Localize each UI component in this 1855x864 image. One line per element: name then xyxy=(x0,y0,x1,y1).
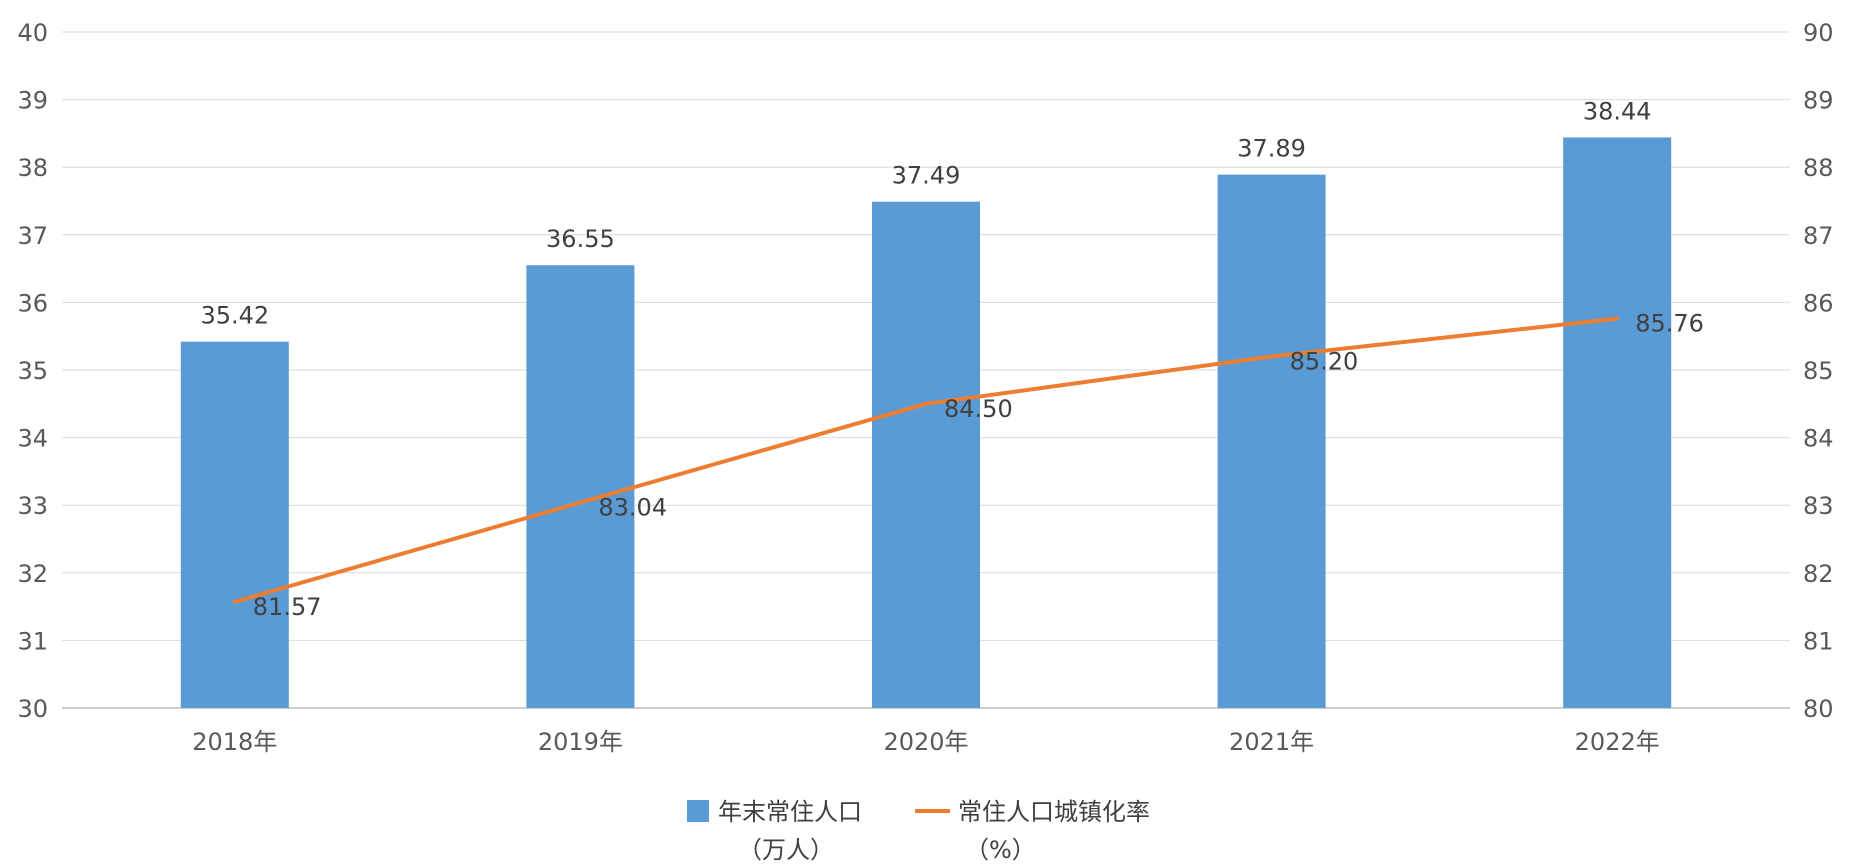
bar-data-labels: 35.42 36.55 37.49 37.89 38.44 xyxy=(200,97,1651,329)
legend-bar-label-line2: （万人） xyxy=(738,836,834,864)
x-category-label: 2019年 xyxy=(538,728,623,756)
line-data-label: 85.76 xyxy=(1635,310,1704,338)
line-series xyxy=(232,316,1620,604)
right-tick-label: 89 xyxy=(1803,87,1834,115)
bar xyxy=(526,265,635,708)
line-data-label: 83.04 xyxy=(598,493,667,521)
bar xyxy=(180,341,289,708)
right-tick-label: 86 xyxy=(1803,289,1834,317)
left-axis-ticks: 30 31 32 33 34 35 36 37 38 39 40 xyxy=(17,19,48,723)
left-tick-label: 39 xyxy=(17,87,48,115)
line-data-label: 85.20 xyxy=(1290,347,1359,375)
legend-line-label-line2: （%） xyxy=(965,836,1036,864)
left-tick-label: 34 xyxy=(17,425,48,453)
left-tick-label: 40 xyxy=(17,19,48,47)
bar xyxy=(1217,174,1326,709)
right-tick-label: 83 xyxy=(1803,492,1834,520)
right-tick-label: 82 xyxy=(1803,560,1834,588)
x-axis-categories: 2018年 2019年 2020年 2021年 2022年 xyxy=(192,728,1659,756)
right-tick-label: 87 xyxy=(1803,222,1834,250)
left-tick-label: 30 xyxy=(17,695,48,723)
right-tick-label: 90 xyxy=(1803,19,1834,47)
left-tick-label: 36 xyxy=(17,289,48,317)
bar-data-label: 38.44 xyxy=(1583,97,1652,125)
left-tick-label: 38 xyxy=(17,154,48,182)
bar xyxy=(872,201,980,708)
left-tick-label: 32 xyxy=(17,560,48,588)
bar-series xyxy=(180,137,1672,709)
left-tick-label: 37 xyxy=(17,222,48,250)
bar xyxy=(1563,137,1672,708)
line-data-labels: 81.57 83.04 84.50 85.20 85.76 xyxy=(253,310,1704,621)
x-category-label: 2018年 xyxy=(192,728,277,756)
right-tick-label: 80 xyxy=(1803,695,1834,723)
right-axis-ticks: 80 81 82 83 84 85 86 87 88 89 90 xyxy=(1803,19,1834,723)
left-tick-label: 33 xyxy=(17,492,48,520)
right-tick-label: 85 xyxy=(1803,357,1834,385)
right-tick-label: 81 xyxy=(1803,627,1834,655)
legend-line-label-line1: 常住人口城镇化率 xyxy=(958,798,1150,826)
left-tick-label: 35 xyxy=(17,357,48,385)
x-category-label: 2022年 xyxy=(1575,728,1660,756)
bar-data-label: 37.49 xyxy=(892,162,961,190)
x-category-label: 2021年 xyxy=(1229,728,1314,756)
line-data-label: 84.50 xyxy=(944,395,1013,423)
legend-bar-label-line1: 年末常住人口 xyxy=(718,798,862,826)
legend: 年末常住人口 （万人） 常住人口城镇化率 （%） xyxy=(687,798,1150,864)
legend-bar-swatch xyxy=(687,800,709,822)
bar-data-label: 36.55 xyxy=(546,225,615,253)
right-tick-label: 84 xyxy=(1803,425,1834,453)
line-data-label: 81.57 xyxy=(253,593,322,621)
bar-data-label: 37.89 xyxy=(1237,135,1306,163)
bar-data-label: 35.42 xyxy=(200,302,269,330)
right-tick-label: 88 xyxy=(1803,154,1834,182)
x-category-label: 2020年 xyxy=(883,728,968,756)
left-tick-label: 31 xyxy=(17,627,48,655)
